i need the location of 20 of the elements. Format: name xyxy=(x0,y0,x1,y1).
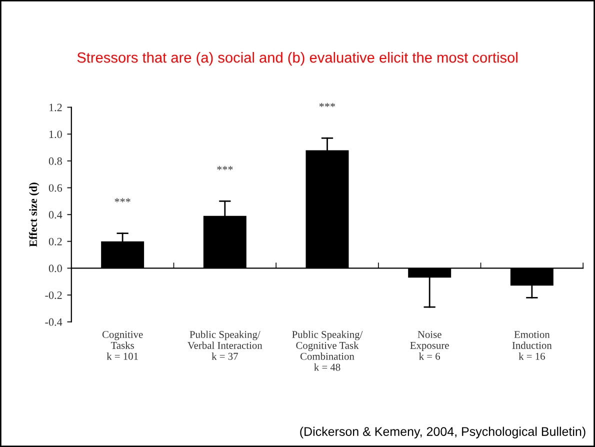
y-tick-label: 1.0 xyxy=(49,130,62,138)
x-tick-label: Noise Exposure k = 6 xyxy=(410,331,449,360)
x-tick-label: Public Speaking/ Cognitive Task Combination k = 48 xyxy=(292,330,363,371)
chart-title: Stressors that are (a) social and (b) evaluative elicit the most cortisol xyxy=(77,52,518,66)
x-tick-label: Public Speaking/ Verbal Interaction k = 37 xyxy=(188,330,262,360)
text: (Dickerson & Kemeny, 2004, Psychological Bulletin) xyxy=(300,426,586,438)
y-tick-label: 0.0 xyxy=(48,264,62,272)
y-tick-label: 0.8 xyxy=(48,157,62,165)
x-tick-label: Cognitive Tasks k = 101 xyxy=(102,331,143,360)
text: *** xyxy=(319,102,336,108)
annotation: *** xyxy=(217,166,233,170)
y-tick-label: 0.2 xyxy=(48,238,62,246)
y-tick-label: 1.2 xyxy=(49,104,62,112)
y-tick-label: -0.4 xyxy=(45,318,62,326)
x-tick-label: Emotion Induction k = 16 xyxy=(512,331,552,360)
y-tick-label: 0.4 xyxy=(48,211,62,219)
y-tick-label: 0.6 xyxy=(48,184,62,192)
y-axis-title: Effect size (d) xyxy=(29,182,40,247)
annotation: *** xyxy=(114,198,130,202)
y-tick-label: -0.2 xyxy=(45,291,62,300)
